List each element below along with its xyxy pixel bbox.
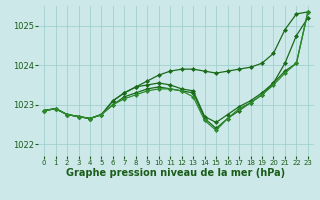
X-axis label: Graphe pression niveau de la mer (hPa): Graphe pression niveau de la mer (hPa) (67, 168, 285, 178)
